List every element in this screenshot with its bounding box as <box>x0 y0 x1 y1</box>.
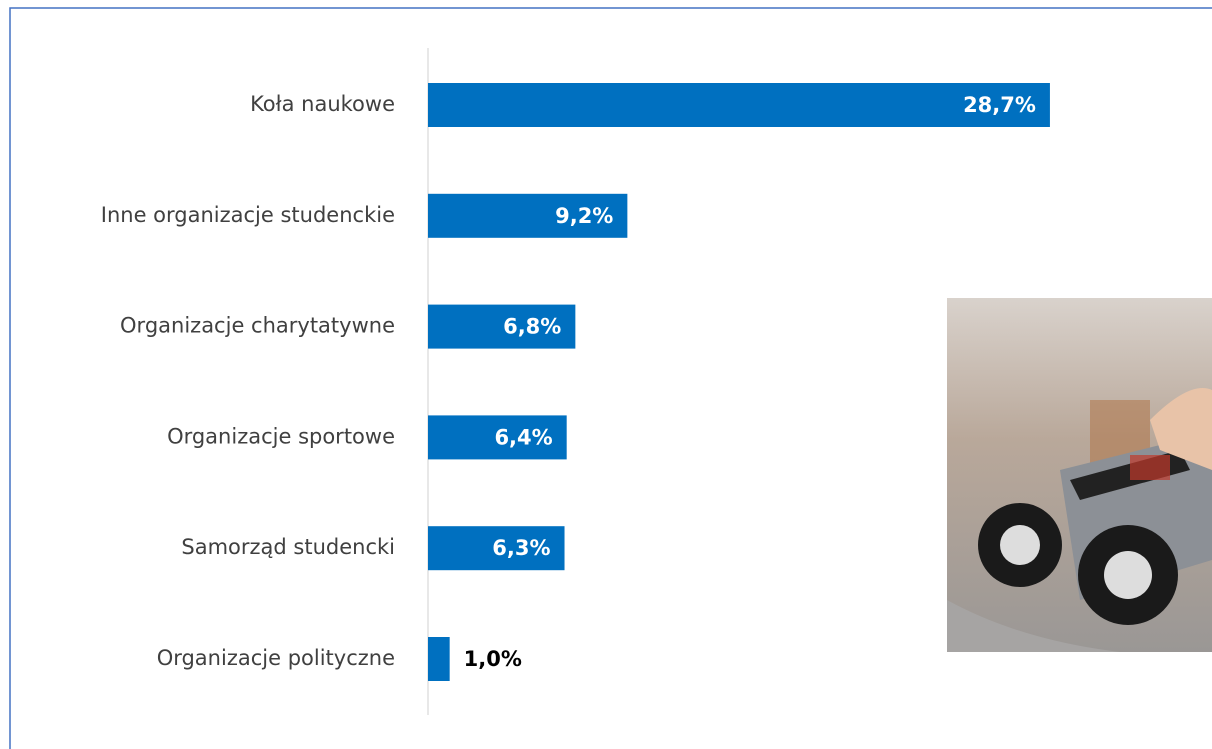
category-label: Organizacje sportowe <box>167 424 395 448</box>
bar <box>428 415 567 460</box>
photo <box>947 298 1212 652</box>
category-label: Organizacje polityczne <box>157 646 395 670</box>
category-label: Organizacje charytatywne <box>120 314 395 338</box>
value-label: 6,4% <box>494 425 552 449</box>
value-label: 9,2% <box>555 204 613 228</box>
bar <box>428 193 628 238</box>
bar <box>428 83 1050 127</box>
category-label: Koła naukowe <box>250 92 395 116</box>
bar <box>428 526 565 571</box>
value-label: 6,3% <box>492 536 550 560</box>
category-label: Inne organizacje studenckie <box>101 203 395 227</box>
frame <box>9 7 1212 749</box>
value-label: 28,7% <box>963 93 1036 117</box>
category-label: Samorząd studencki <box>181 535 395 559</box>
value-label: 1,0% <box>464 647 522 671</box>
value-label: 6,8% <box>503 315 561 339</box>
bar <box>428 304 576 349</box>
bar <box>428 637 450 681</box>
